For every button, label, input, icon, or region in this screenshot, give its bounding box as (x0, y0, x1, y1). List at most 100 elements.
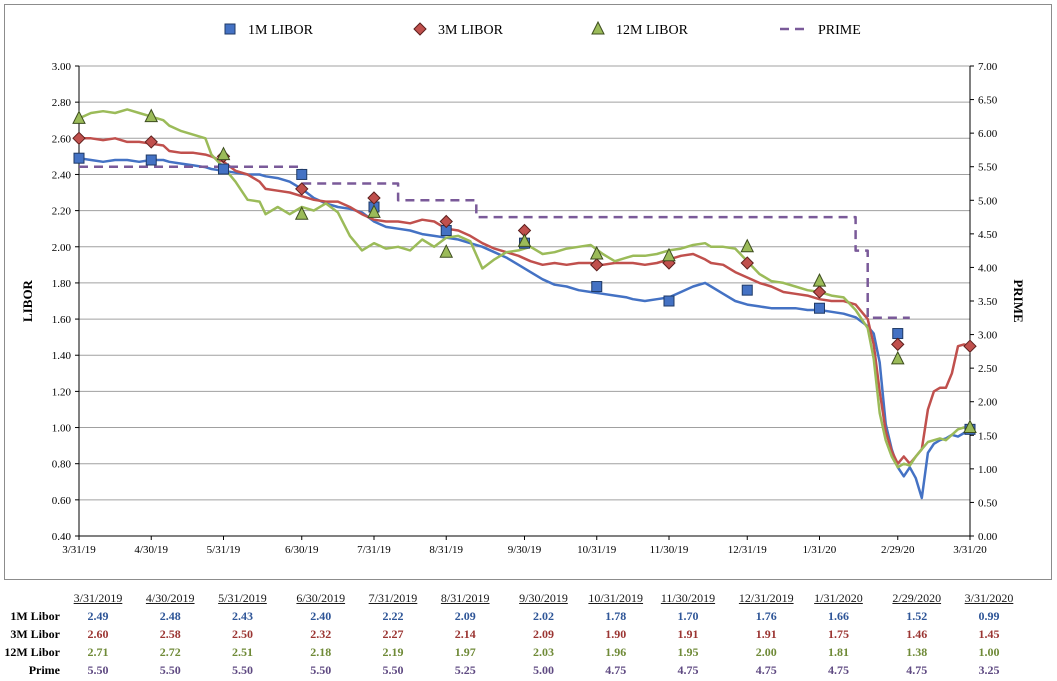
x-tick-label: 3/31/19 (62, 544, 96, 556)
table-date-header: 9/30/2019 (519, 591, 568, 605)
y-tick-label: 1.00 (52, 423, 72, 435)
legend-swatch (224, 23, 236, 35)
y2-tick-label: 6.50 (978, 95, 998, 107)
data-point (145, 154, 157, 166)
series-line-prime (79, 165, 910, 320)
data-table: 3/31/2019 4/30/2019 5/31/2019 6/30/2019 7/31… (0, 586, 1057, 678)
table-cell: 2.18 (310, 645, 332, 659)
table-date-header: 7/31/2019 (368, 591, 418, 605)
y-tick-label: 2.00 (52, 242, 72, 254)
y2-axis-title: PRIME (1011, 279, 1026, 322)
table-cell: 4.75 (605, 663, 627, 677)
libor-prime-chart: 0.40 0.60 0.80 1.00 1.20 1.40 1.60 1.80 2.00 2.20… (20, 20, 1026, 556)
data-point (892, 328, 904, 340)
table-cell: 2.14 (454, 627, 476, 641)
table-date-header: 10/31/2019 (588, 591, 644, 605)
x-tick-label: 8/31/19 (429, 544, 463, 556)
table-cell: 2.27 (382, 627, 404, 641)
table-cell: 5.00 (533, 663, 554, 677)
table-cell: 2.49 (87, 609, 109, 623)
y-tick-label: 0.60 (52, 495, 72, 507)
table-cell: 1.52 (906, 609, 928, 623)
table-cell: 1.00 (978, 645, 1000, 659)
table-cell: 2.00 (755, 645, 777, 659)
chart-frame (4, 4, 1052, 580)
table-cell: 2.58 (159, 627, 181, 641)
y-tick-label: 1.40 (52, 350, 72, 362)
data-point (963, 419, 977, 434)
y-tick-label: 2.60 (52, 133, 72, 145)
table-cell: 1.66 (827, 609, 849, 623)
data-point (891, 337, 905, 352)
data-point (295, 182, 309, 196)
legend-label: PRIME (818, 23, 861, 38)
data-point (963, 339, 977, 353)
data-point (812, 285, 827, 299)
data-point (439, 214, 453, 229)
y2-tick-label: 0.00 (978, 531, 998, 543)
table-row-label: Prime (28, 663, 60, 677)
y2-tick-label: 4.00 (978, 262, 998, 274)
series-line-12m-libor (78, 108, 970, 469)
data-point (294, 206, 309, 220)
table-cell: 1.38 (906, 645, 928, 659)
table-cell: 2.03 (533, 645, 554, 659)
table-cell: 2.51 (231, 645, 253, 659)
table-date-header: 8/31/2019 (440, 591, 490, 605)
table-cell: 5.50 (87, 663, 109, 677)
table-date-header: 2/29/2020 (892, 591, 942, 605)
table-cell: 5.50 (231, 663, 253, 677)
table-cell: 5.25 (454, 663, 476, 677)
table-cell: 5.50 (310, 663, 332, 677)
y-tick-label: 0.80 (52, 459, 72, 471)
y-tick-label: 2.20 (52, 206, 72, 218)
data-point (73, 152, 85, 164)
data-point (663, 295, 675, 307)
data-point (439, 244, 454, 258)
x-tick-label: 5/31/19 (207, 544, 241, 556)
y2-tick-label: 0.50 (978, 497, 998, 509)
table-date-header: 5/31/2019 (218, 591, 267, 605)
table-cell: 1.75 (827, 627, 849, 641)
x-tick-label: 7/31/19 (357, 544, 391, 556)
data-point (144, 135, 158, 149)
table-date-header: 6/30/2019 (296, 591, 346, 605)
legend-swatch (413, 22, 427, 36)
table-cell: 2.60 (87, 627, 109, 641)
table-cell: 1.76 (755, 609, 777, 623)
legend-label: 3M LIBOR (438, 23, 504, 38)
table-cell: 4.75 (677, 663, 699, 677)
table-cell: 1.90 (605, 627, 627, 641)
table-date-header: 3/31/2019 (73, 591, 123, 605)
data-point (589, 245, 604, 260)
table-row-label: 12M Libor (4, 645, 60, 659)
data-point (216, 146, 231, 161)
table-cell: 1.95 (677, 645, 699, 659)
y2-tick-label: 5.00 (978, 195, 998, 207)
data-point (367, 204, 381, 218)
table-cell: 4.75 (906, 663, 928, 677)
table-cell: 5.50 (382, 663, 404, 677)
table-cell: 1.81 (827, 645, 849, 659)
y2-tick-label: 1.50 (978, 430, 998, 442)
table-row-label: 1M Libor (10, 609, 60, 623)
y2-tick-label: 6.00 (978, 128, 998, 140)
data-point (72, 131, 86, 146)
x-tick-label: 1/31/20 (803, 544, 837, 556)
table-row-label: 3M Libor (10, 627, 60, 641)
y-tick-label: 0.40 (52, 531, 72, 543)
data-point (741, 284, 753, 296)
data-point (740, 238, 755, 253)
data-point (144, 108, 159, 123)
y2-tick-label: 3.50 (978, 296, 998, 308)
table-cell: 1.46 (906, 627, 928, 641)
y2-tick-label: 5.50 (978, 162, 998, 174)
y-tick-label: 1.60 (52, 314, 72, 326)
series-line-1m-libor (78, 156, 971, 500)
y2-tick-label: 3.00 (978, 330, 998, 342)
table-cell: 2.43 (231, 609, 253, 623)
data-point (217, 163, 229, 175)
data-point (590, 258, 604, 272)
table-cell: 1.70 (677, 609, 699, 623)
table-cell: 1.97 (454, 645, 476, 659)
